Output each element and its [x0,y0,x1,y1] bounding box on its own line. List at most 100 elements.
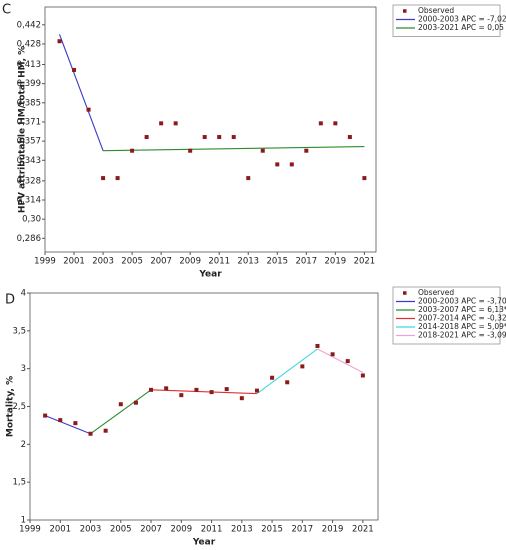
trend-line [90,389,152,435]
trend-line [151,389,257,395]
y-tick-label: 0,286 [17,234,41,244]
data-point [217,135,222,140]
legend-label: 2018-2021 APC = -3,09* [418,331,506,340]
x-tick-label: 2011 [201,525,223,535]
data-point [86,107,91,112]
x-tick-label: 2003 [80,525,102,535]
data-point [133,400,138,405]
data-point [347,135,352,140]
data-point [289,162,294,167]
y-tick-label: 0,442 [17,20,41,30]
x-tick-label: 2007 [150,257,172,267]
legend-label: Observed [418,6,454,15]
data-point [300,364,305,369]
y-tick-label: 0,413 [17,60,41,70]
x-tick-label: 2019 [325,257,347,267]
y-tick-label: 0,30 [22,215,41,225]
y-tick-label: 0,399 [17,79,41,89]
legend-label: 2007-2014 APC = -0,32 [418,314,506,323]
data-point [88,431,93,436]
x-tick-label: 2021 [354,257,376,267]
data-point [57,39,62,44]
data-point [144,135,149,140]
x-tick-label: 2009 [179,257,201,267]
data-point [202,135,207,140]
legend-label: 2000-2003 APC = -3,70* [418,297,506,306]
data-point [72,67,77,72]
legend-label: 2003-2007 APC = 6,13* [418,305,506,314]
x-tick-label: 2003 [92,257,114,267]
x-axis-label: Year [192,538,216,548]
data-point [330,352,335,357]
data-point [73,421,78,426]
y-tick-label: 0,428 [17,39,41,49]
trend-line [44,415,91,435]
data-point [345,359,350,364]
x-tick-label: 2015 [266,257,288,267]
legend-label: Observed [418,288,454,297]
trend-line [59,34,104,151]
x-tick-label: 2005 [121,257,143,267]
panel-letter: C [2,3,11,18]
data-point [318,121,323,126]
y-tick-label: 3,5 [12,326,26,336]
legend-label: 2014-2018 APC = 5,09* [418,322,506,331]
data-point [209,390,214,395]
x-tick-label: 2017 [292,525,314,535]
data-point [194,387,199,392]
y-tick-label: 1,5 [12,478,26,488]
trend-line [103,146,365,152]
legend-box [392,286,501,345]
x-tick-label: 2013 [237,257,259,267]
x-tick-label: 2021 [352,525,374,535]
x-tick-label: 2009 [170,525,192,535]
x-tick-label: 2011 [208,257,230,267]
data-point [360,373,365,378]
y-tick-label: 0,385 [17,98,41,108]
data-point [231,135,236,140]
data-point [173,121,178,126]
x-tick-label: 2001 [63,257,85,267]
data-point [58,418,63,423]
data-point [188,148,193,153]
plot-frame [44,6,377,253]
x-tick-label: 2013 [231,525,253,535]
y-tick-label: 3 [21,364,26,374]
legend-marker [403,9,407,13]
x-tick-label: 2015 [261,525,283,535]
data-point [115,176,120,181]
data-point [246,176,251,181]
trend-line [317,348,364,373]
data-point [118,402,123,407]
y-tick-label: 0,314 [17,195,41,205]
y-axis-label: Mortality, % [6,376,16,437]
data-point [159,121,164,126]
y-axis-label: HPV attributable HM/total HM, % [18,46,28,213]
x-tick-label: 2019 [322,525,344,535]
data-point [43,413,48,418]
y-tick-label: 2,5 [12,402,26,412]
x-tick-label: 1999 [34,257,56,267]
data-point [275,162,280,167]
data-point [333,121,338,126]
y-tick-label: 2 [21,440,26,450]
y-tick-label: 0,371 [17,117,41,127]
y-tick-label: 0,328 [17,176,41,186]
data-point [130,148,135,153]
plot-frame [29,292,379,521]
legend-marker [403,291,407,295]
y-tick-label: 1 [21,516,26,526]
data-point [270,375,275,380]
data-point [164,386,169,391]
data-point [254,388,259,393]
data-point [179,393,184,398]
data-point [149,387,154,392]
legend-box [392,4,501,37]
data-point [304,148,309,153]
data-point [224,387,229,392]
data-point [362,176,367,181]
y-tick-label: 4 [21,289,26,299]
panel-letter: D [5,293,15,308]
legend-label: 2003-2021 APC = 0,05 [418,23,504,32]
